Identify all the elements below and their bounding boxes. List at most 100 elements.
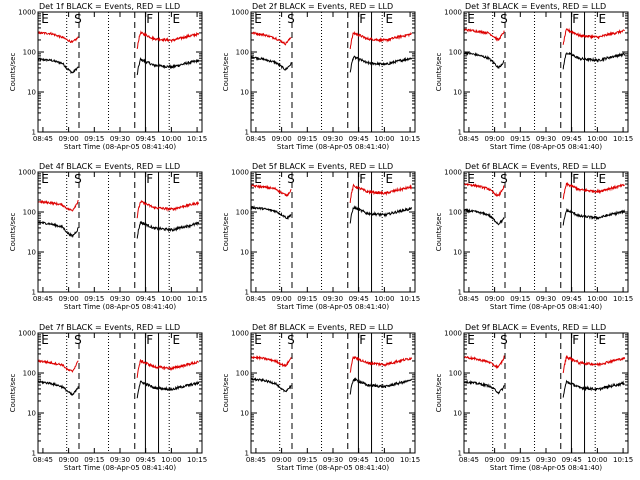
panel-title: Det 6f BLACK = Events, RED = LLD <box>465 162 606 171</box>
y-tick-label: 1000 <box>18 169 36 177</box>
y-tick-label: 1000 <box>18 330 36 338</box>
time-marker-letter: E <box>467 12 475 26</box>
x-tick-label: 10:15 <box>400 456 420 464</box>
plot-frame <box>250 11 416 133</box>
x-tick-label: 09:45 <box>349 295 369 303</box>
y-tick-label: 1000 <box>231 9 249 17</box>
y-tick-label: 100 <box>449 209 462 217</box>
x-tick-label: 09:45 <box>562 135 582 143</box>
plot-frame <box>37 332 203 454</box>
plot-frame <box>37 11 203 133</box>
lld-series-line-pre <box>250 31 292 46</box>
x-tick-label: 08:45 <box>33 456 53 464</box>
x-tick-label: 09:30 <box>323 295 343 303</box>
time-marker-letter: E <box>598 333 606 347</box>
x-tick-label: 10:15 <box>187 135 207 143</box>
x-tick-label: 09:45 <box>136 135 156 143</box>
y-axis-label: Counts/sec <box>222 53 230 92</box>
x-tick-label: 09:45 <box>562 295 582 303</box>
y-tick-label: 10 <box>240 410 249 418</box>
y-tick-label: 100 <box>236 49 249 57</box>
time-marker-letter: F <box>572 172 579 186</box>
time-marker-letter: S <box>500 12 508 26</box>
y-tick-label: 1 <box>458 450 462 458</box>
x-tick-label: 09:45 <box>136 456 156 464</box>
y-tick-label: 1000 <box>444 169 462 177</box>
lld-series-line-post <box>136 199 200 219</box>
x-tick-label: 09:00 <box>485 456 505 464</box>
x-tick-label: 09:15 <box>297 295 317 303</box>
lld-series-line-pre <box>37 199 79 212</box>
x-tick-label: 10:00 <box>161 456 181 464</box>
panel-title: Det 9f BLACK = Events, RED = LLD <box>465 323 606 332</box>
lld-series-line-post <box>349 31 413 50</box>
events-series-line-post <box>562 51 626 70</box>
x-tick-label: 10:15 <box>613 456 633 464</box>
y-tick-label: 1 <box>458 129 462 137</box>
x-axis-label: Start Time (08-Apr-05 08:41:40) <box>277 464 389 472</box>
x-tick-label: 09:45 <box>136 295 156 303</box>
x-axis-label: Start Time (08-Apr-05 08:41:40) <box>277 303 389 311</box>
events-series-line-pre <box>250 205 292 220</box>
time-marker-letter: S <box>287 333 295 347</box>
x-tick-label: 09:30 <box>110 456 130 464</box>
detector-panel-3: Det 3f BLACK = Events, RED = LLD 1 10 100 10… <box>435 2 633 151</box>
panel-title: Det 8f BLACK = Events, RED = LLD <box>252 323 393 332</box>
time-marker-letter: E <box>598 12 606 26</box>
x-tick-label: 10:00 <box>587 456 607 464</box>
events-series-line-post <box>562 208 626 226</box>
plot-frame <box>37 171 203 293</box>
lld-series-line-pre <box>463 28 505 42</box>
events-series-line-pre <box>463 208 505 226</box>
y-tick-label: 1 <box>32 450 36 458</box>
x-tick-label: 09:15 <box>297 135 317 143</box>
plot-frame <box>463 332 629 454</box>
lld-series-line-post <box>562 181 625 200</box>
x-tick-label: 10:15 <box>400 295 420 303</box>
time-marker-letter: E <box>41 12 49 26</box>
x-tick-label: 09:30 <box>536 135 556 143</box>
y-tick-label: 100 <box>236 370 249 378</box>
y-tick-label: 10 <box>27 89 36 97</box>
x-tick-label: 10:15 <box>187 456 207 464</box>
x-tick-label: 10:15 <box>613 135 633 143</box>
y-tick-label: 10 <box>27 249 36 257</box>
y-tick-label: 10 <box>240 249 249 257</box>
lld-series-line-pre <box>463 182 505 197</box>
time-marker-letter: E <box>385 12 393 26</box>
y-tick-label: 1 <box>458 289 462 297</box>
detector-panel-6: Det 6f BLACK = Events, RED = LLD 1 10 100 10… <box>435 162 633 311</box>
x-tick-label: 09:45 <box>349 135 369 143</box>
x-tick-label: 09:15 <box>84 295 104 303</box>
events-series-line-pre <box>37 220 79 238</box>
x-tick-label: 09:45 <box>349 456 369 464</box>
time-marker-letter: E <box>41 172 49 186</box>
events-series-line-pre <box>37 57 79 75</box>
y-tick-label: 100 <box>23 49 36 57</box>
time-marker-letter: F <box>359 12 366 26</box>
x-axis-label: Start Time (08-Apr-05 08:41:40) <box>490 303 602 311</box>
x-tick-label: 08:45 <box>33 135 53 143</box>
lld-series-line-post <box>562 27 625 45</box>
time-marker-letter: E <box>41 333 49 347</box>
panel-title: Det 5f BLACK = Events, RED = LLD <box>252 162 393 171</box>
panel-title: Det 1f BLACK = Events, RED = LLD <box>39 2 180 11</box>
detector-panel-4: Det 4f BLACK = Events, RED = LLD 1 10 100 10… <box>9 162 207 311</box>
x-tick-label: 09:15 <box>84 135 104 143</box>
y-tick-label: 100 <box>449 49 462 57</box>
x-tick-label: 08:45 <box>459 135 479 143</box>
x-tick-label: 10:15 <box>400 135 420 143</box>
events-series-line-post <box>349 205 413 224</box>
detector-panel-9: Det 9f BLACK = Events, RED = LLD 1 10 100 10… <box>435 323 633 472</box>
y-tick-label: 10 <box>27 410 36 418</box>
y-tick-label: 1000 <box>444 330 462 338</box>
y-tick-label: 1000 <box>231 169 249 177</box>
lld-series-line-pre <box>250 355 292 368</box>
time-marker-letter: S <box>500 333 508 347</box>
x-tick-label: 10:15 <box>187 295 207 303</box>
time-marker-letter: E <box>467 333 475 347</box>
x-tick-label: 09:00 <box>272 295 292 303</box>
panel-title: Det 2f BLACK = Events, RED = LLD <box>252 2 393 11</box>
time-marker-letter: S <box>287 172 295 186</box>
panel-title: Det 7f BLACK = Events, RED = LLD <box>39 323 180 332</box>
